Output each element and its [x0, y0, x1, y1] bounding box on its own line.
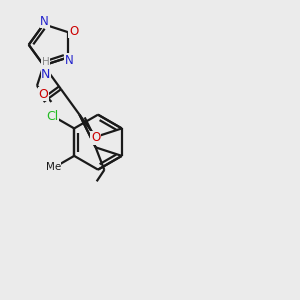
Text: O: O: [69, 25, 78, 38]
Text: O: O: [91, 131, 100, 144]
Text: H: H: [42, 57, 50, 67]
Text: Cl: Cl: [46, 110, 59, 123]
Text: N: N: [41, 68, 50, 81]
Text: Me: Me: [46, 162, 61, 172]
Text: O: O: [39, 88, 49, 100]
Text: N: N: [40, 15, 49, 28]
Text: N: N: [64, 54, 73, 67]
